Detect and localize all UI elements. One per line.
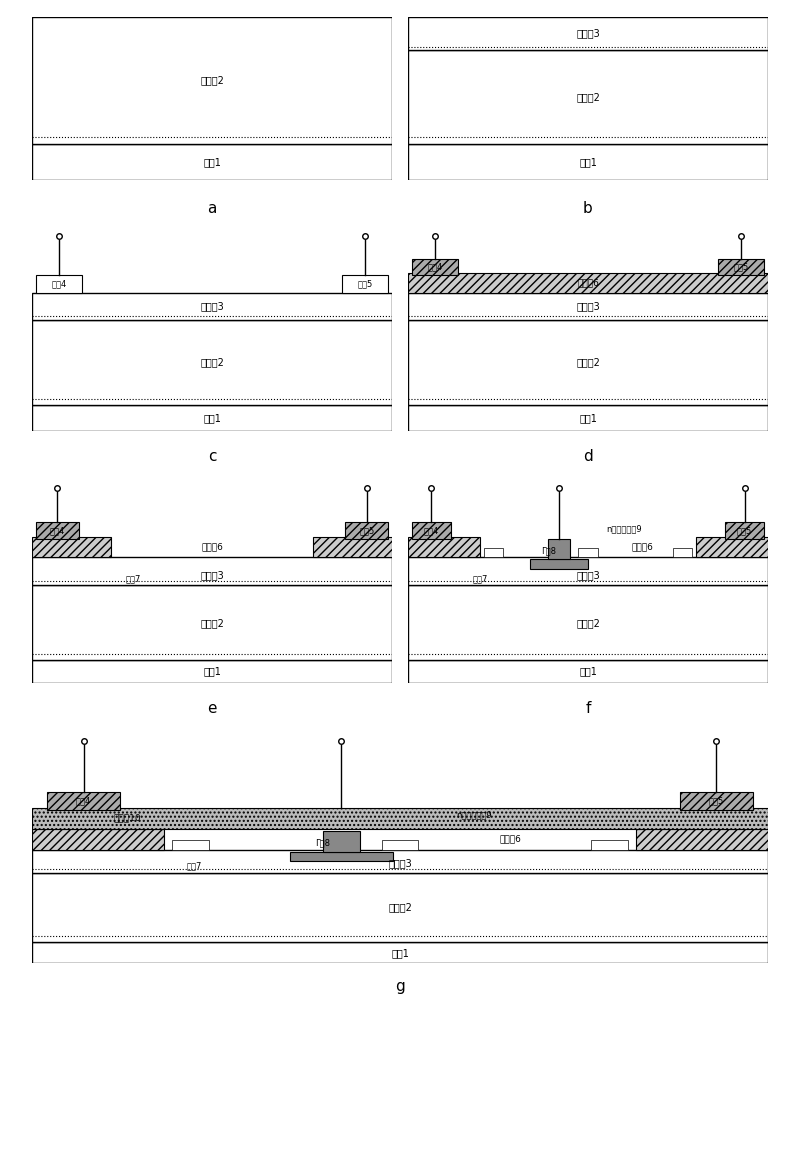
Text: g: g xyxy=(395,979,405,994)
Text: 源杗4: 源杗4 xyxy=(50,526,65,535)
Bar xyxy=(32,557,392,585)
Text: 保护到10: 保护到10 xyxy=(114,814,142,823)
Bar xyxy=(408,293,768,320)
Text: 过渡兤2: 过渡兤2 xyxy=(200,357,224,367)
Text: 漏朗5: 漏朗5 xyxy=(737,526,752,535)
Bar xyxy=(32,942,768,963)
Bar xyxy=(32,829,165,850)
Bar xyxy=(591,840,628,850)
Bar xyxy=(680,792,754,810)
Bar xyxy=(36,275,82,293)
Text: c: c xyxy=(208,450,216,465)
Bar xyxy=(412,258,458,275)
Text: n个浮空场杅9: n个浮空场杅9 xyxy=(456,810,491,819)
Bar xyxy=(673,548,693,556)
Bar xyxy=(725,523,765,539)
Text: 村兤1: 村兤1 xyxy=(203,156,221,167)
Text: 漏朗5: 漏朗5 xyxy=(709,796,724,806)
Bar xyxy=(32,873,768,942)
Text: 过渡兤2: 过渡兤2 xyxy=(200,75,224,86)
Text: 势垒兤3: 势垒兤3 xyxy=(200,301,224,312)
Bar xyxy=(32,850,768,873)
Bar xyxy=(408,585,768,661)
Text: 漏朗5: 漏朗5 xyxy=(359,526,374,535)
Bar xyxy=(36,523,78,539)
Bar xyxy=(408,144,768,180)
Bar xyxy=(342,275,389,293)
Bar xyxy=(530,559,588,569)
Text: 回槽7: 回槽7 xyxy=(186,861,202,870)
Text: 钒化兤6: 钒化兤6 xyxy=(631,542,653,552)
Bar xyxy=(718,258,765,275)
Text: 过渡兤2: 过渡兤2 xyxy=(388,903,412,912)
Text: 钒化兤6: 钒化兤6 xyxy=(201,542,223,552)
Bar xyxy=(313,537,392,556)
Text: e: e xyxy=(207,701,217,716)
Bar xyxy=(408,404,768,431)
Bar xyxy=(408,661,768,683)
Text: 势垒兤3: 势垒兤3 xyxy=(576,570,600,581)
Bar xyxy=(408,320,768,404)
Bar xyxy=(32,144,392,180)
Text: 村兤1: 村兤1 xyxy=(203,666,221,677)
Bar xyxy=(696,537,768,556)
Bar xyxy=(483,548,503,556)
Bar xyxy=(46,792,120,810)
Text: 回槽7: 回槽7 xyxy=(472,574,488,583)
Text: 过渡兤2: 过渡兤2 xyxy=(200,618,224,628)
Text: 村兤1: 村兤1 xyxy=(203,413,221,423)
Bar xyxy=(345,523,388,539)
Bar xyxy=(172,840,209,850)
Bar xyxy=(412,523,451,539)
Text: 源杗4: 源杗4 xyxy=(51,279,66,289)
Text: 源杗4: 源杗4 xyxy=(76,796,91,806)
Text: 村兤1: 村兤1 xyxy=(579,666,597,677)
Text: 势垒兤3: 势垒兤3 xyxy=(388,859,412,868)
Text: 钒化兤6: 钒化兤6 xyxy=(499,834,522,844)
Bar xyxy=(408,50,768,144)
Text: Γ梉8: Γ梉8 xyxy=(315,838,330,847)
Text: 村兤1: 村兤1 xyxy=(391,948,409,957)
Text: a: a xyxy=(207,201,217,216)
Bar xyxy=(32,661,392,683)
Bar xyxy=(408,274,768,293)
Bar xyxy=(382,840,418,850)
Text: b: b xyxy=(583,201,593,216)
Bar xyxy=(408,537,480,556)
Bar xyxy=(32,320,392,404)
Text: 过渡兤2: 过渡兤2 xyxy=(576,92,600,102)
Text: Γ梉8: Γ梉8 xyxy=(541,546,556,555)
Bar xyxy=(32,17,392,144)
Bar xyxy=(32,404,392,431)
Bar xyxy=(408,17,768,50)
Bar xyxy=(32,537,111,556)
Bar xyxy=(322,831,359,852)
Text: n个浮空场杅9: n个浮空场杅9 xyxy=(606,524,642,533)
Text: 势垒兤3: 势垒兤3 xyxy=(200,570,224,581)
Text: 源杗4: 源杗4 xyxy=(424,526,439,535)
Text: 势垒兤3: 势垒兤3 xyxy=(576,29,600,38)
Bar xyxy=(549,539,570,559)
Text: 漏朗5: 漏朗5 xyxy=(734,262,749,271)
Bar xyxy=(635,829,768,850)
Text: 漏朗5: 漏朗5 xyxy=(358,279,373,289)
Text: 过渡兤2: 过渡兤2 xyxy=(576,357,600,367)
Bar xyxy=(578,548,598,556)
Bar xyxy=(408,557,768,585)
Text: 源杗4: 源杗4 xyxy=(427,262,442,271)
Text: d: d xyxy=(583,450,593,465)
Bar xyxy=(32,808,768,829)
Bar xyxy=(32,585,392,661)
Text: 过渡兤2: 过渡兤2 xyxy=(576,618,600,628)
Text: f: f xyxy=(586,701,590,716)
Text: 村兤1: 村兤1 xyxy=(579,413,597,423)
Text: 回槽7: 回槽7 xyxy=(125,574,141,583)
Text: 势垒兤3: 势垒兤3 xyxy=(576,301,600,312)
Bar xyxy=(290,852,393,861)
Text: 村兤1: 村兤1 xyxy=(579,156,597,167)
Text: 钒化兤6: 钒化兤6 xyxy=(577,278,599,287)
Bar xyxy=(32,293,392,320)
